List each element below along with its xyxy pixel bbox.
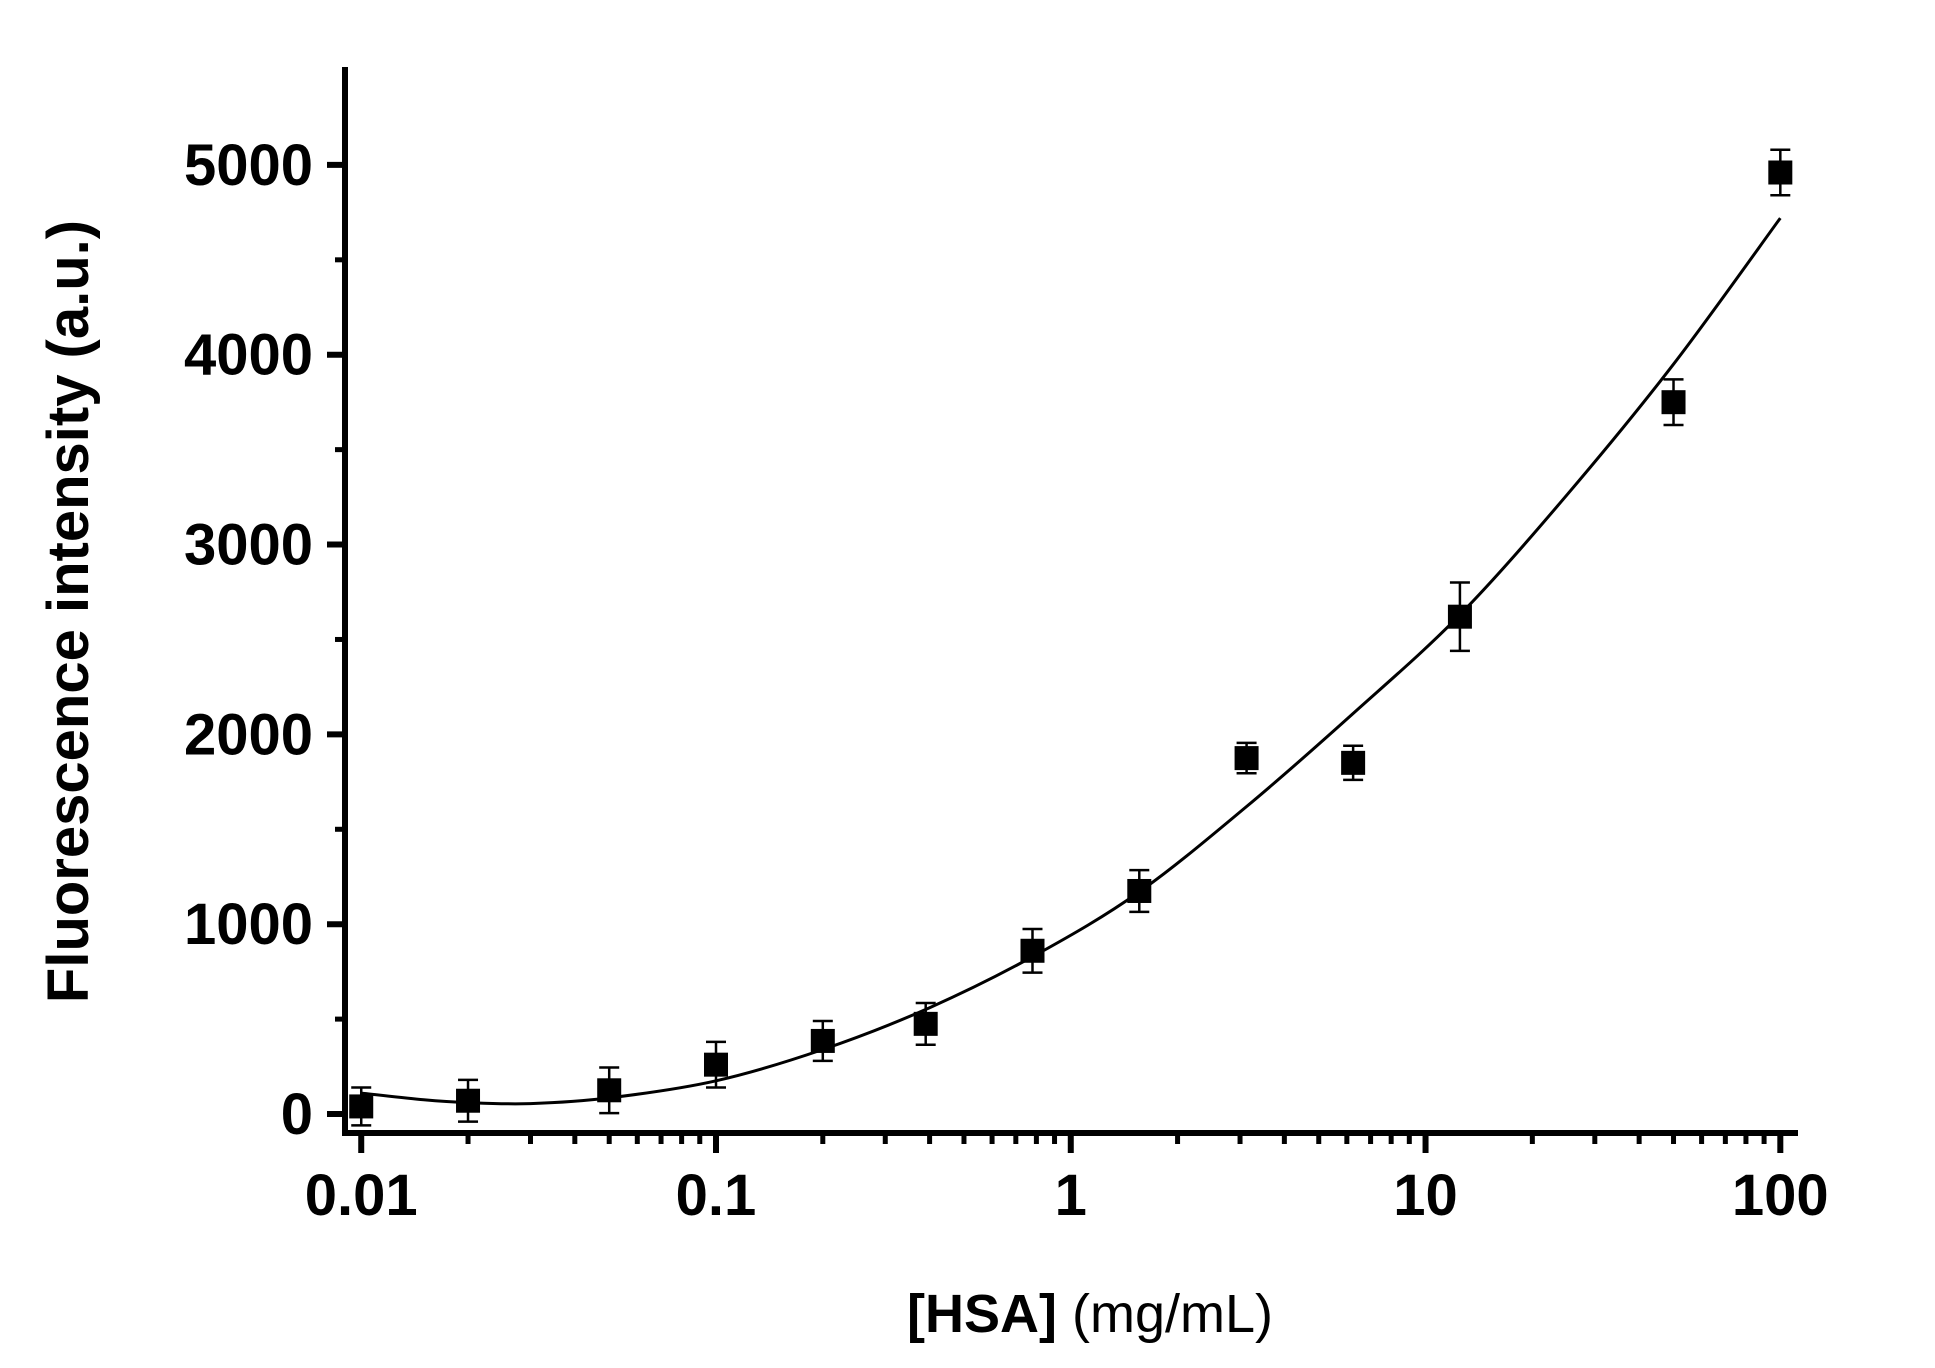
data-point bbox=[1341, 750, 1366, 775]
data-point bbox=[1768, 160, 1793, 185]
data-point bbox=[597, 1078, 622, 1103]
data-point bbox=[1447, 604, 1472, 629]
fit-curve-line bbox=[361, 217, 1782, 1106]
data-point bbox=[349, 1094, 374, 1119]
y-tick-label: 4000 bbox=[184, 323, 313, 388]
y-tick-label: 1000 bbox=[184, 892, 313, 957]
y-tick-label: 5000 bbox=[184, 133, 313, 198]
x-tick-label: 10 bbox=[1393, 1163, 1458, 1228]
y-tick-label: 0 bbox=[281, 1082, 313, 1147]
y-axis-label: Fluorescence intensity (a.u.) bbox=[36, 220, 101, 1003]
axes bbox=[327, 67, 1798, 1153]
data-point bbox=[913, 1011, 938, 1036]
tick-labels: 0 1000 2000 3000 4000 5000 0.01 0.1 1 10 100 bbox=[184, 133, 1829, 1228]
data-point bbox=[456, 1088, 481, 1113]
data-point bbox=[810, 1028, 835, 1053]
errorbar-layer bbox=[351, 148, 1791, 1127]
x-tick-label: 0.1 bbox=[676, 1163, 757, 1228]
data-point bbox=[1234, 746, 1259, 771]
x-axis-label-units: (mg/mL) bbox=[1057, 1284, 1273, 1344]
x-axis-label: [HSA] (mg/mL) bbox=[907, 1284, 1273, 1344]
x-axis-label-bold: [HSA] bbox=[907, 1284, 1057, 1344]
y-tick-label: 2000 bbox=[184, 702, 313, 767]
x-tick-label: 0.01 bbox=[305, 1163, 418, 1228]
point-layer bbox=[349, 160, 1793, 1119]
x-tick-label: 100 bbox=[1732, 1163, 1829, 1228]
x-tick-label: 1 bbox=[1055, 1163, 1087, 1228]
y-tick-label: 3000 bbox=[184, 513, 313, 578]
data-point bbox=[1661, 390, 1686, 415]
data-point bbox=[1127, 878, 1152, 903]
data-point bbox=[1020, 938, 1045, 963]
fit-curve-layer bbox=[361, 217, 1782, 1106]
data-point bbox=[704, 1052, 729, 1077]
